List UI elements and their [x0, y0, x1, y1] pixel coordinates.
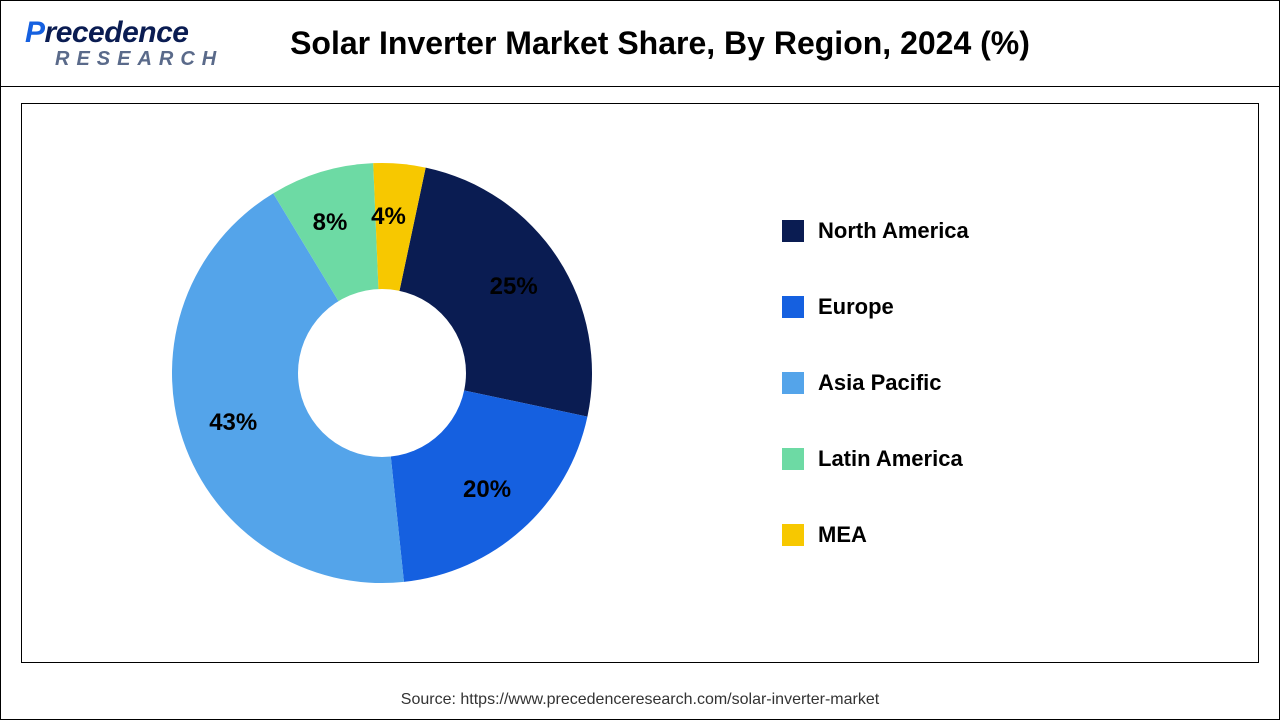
legend-swatch: [782, 372, 804, 394]
header: Precedence RESEARCH Solar Inverter Marke…: [1, 1, 1279, 87]
slice-label-latin-america: 8%: [313, 209, 348, 237]
logo-line2: RESEARCH: [25, 48, 223, 71]
legend-label: North America: [818, 218, 969, 244]
title-wrap: Solar Inverter Market Share, By Region, …: [241, 25, 1259, 62]
legend-swatch: [782, 220, 804, 242]
brand-logo: Precedence RESEARCH: [21, 16, 241, 71]
logo-line1: Precedence: [25, 16, 188, 50]
slice-label-asia-pacific: 43%: [209, 409, 257, 437]
legend-label: Europe: [818, 294, 894, 320]
legend-item-mea: MEA: [782, 522, 1258, 548]
slice-label-north-america: 25%: [490, 273, 538, 301]
logo-accent: P: [25, 16, 45, 49]
legend-item-europe: Europe: [782, 294, 1258, 320]
chart-panel: 25% 20% 43% 8% 4% North America Europe Asia Pa…: [21, 103, 1259, 663]
legend-item-asia-pacific: Asia Pacific: [782, 370, 1258, 396]
slice-label-europe: 20%: [463, 476, 511, 504]
logo-rest: recedence: [45, 16, 189, 49]
legend-label: Latin America: [818, 446, 963, 472]
legend-swatch: [782, 296, 804, 318]
legend-label: MEA: [818, 522, 867, 548]
legend-swatch: [782, 524, 804, 546]
donut-chart: 25% 20% 43% 8% 4%: [22, 113, 742, 653]
chart-title: Solar Inverter Market Share, By Region, …: [241, 25, 1079, 62]
source-line: Source: https://www.precedenceresearch.c…: [1, 691, 1279, 709]
donut-hole: [298, 289, 466, 457]
slice-label-mea: 4%: [371, 203, 406, 231]
legend: North America Europe Asia Pacific Latin Ame…: [742, 218, 1258, 548]
legend-label: Asia Pacific: [818, 370, 942, 396]
legend-item-latin-america: Latin America: [782, 446, 1258, 472]
legend-swatch: [782, 448, 804, 470]
legend-item-north-america: North America: [782, 218, 1258, 244]
